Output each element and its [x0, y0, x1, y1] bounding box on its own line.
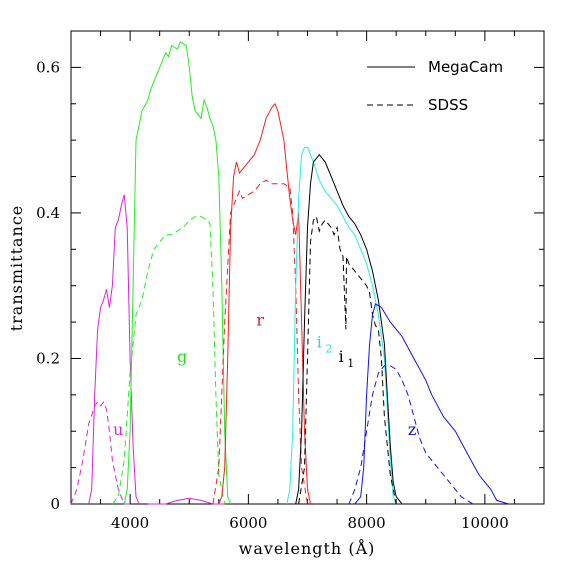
band-label-subscript: 2 — [325, 343, 332, 356]
series-i1-solid — [295, 153, 403, 505]
x-tick-label: 4000 — [111, 514, 149, 532]
series-r-dashed — [212, 179, 308, 505]
y-axis-title: transmittance — [7, 205, 26, 332]
series-z-dashed — [348, 365, 474, 505]
y-tick-label: 0 — [50, 495, 60, 513]
band-label-g: g — [177, 347, 187, 366]
series-curves — [70, 41, 509, 505]
axis-ticks — [70, 30, 545, 505]
legend-label-megacam: MegaCam — [428, 58, 503, 76]
band-label-u: u — [113, 420, 123, 439]
band-label-i2: i — [317, 333, 322, 352]
plot-frame — [70, 30, 545, 505]
band-label-r: r — [256, 311, 264, 330]
x-tick-label: 10000 — [461, 514, 509, 532]
series-g-dashed — [112, 216, 226, 505]
x-tick-label: 6000 — [229, 514, 267, 532]
x-tick-label: 8000 — [348, 514, 386, 532]
series-u-solid — [88, 194, 140, 505]
band-label-i1: i — [339, 347, 344, 366]
series-z-solid — [354, 303, 509, 505]
series-i2-solid — [286, 146, 397, 505]
y-tick-label: 0.4 — [36, 204, 60, 222]
series-g-solid — [123, 41, 232, 505]
x-axis-title: wavelength (Å) — [239, 538, 376, 558]
band-label-subscript: 1 — [347, 357, 354, 370]
legend-label-sdss: SDSS — [428, 96, 468, 114]
y-tick-label: 0.6 — [36, 58, 60, 76]
series-u-dashed — [70, 401, 131, 505]
series-r-solid — [218, 102, 311, 505]
band-label-z: z — [408, 420, 416, 439]
legend: MegaCam SDSS — [367, 58, 503, 114]
y-tick-label: 0.2 — [36, 349, 60, 367]
tick-labels: 4000 6000 8000 10000 0 0.2 0.4 0.6 — [36, 58, 509, 532]
